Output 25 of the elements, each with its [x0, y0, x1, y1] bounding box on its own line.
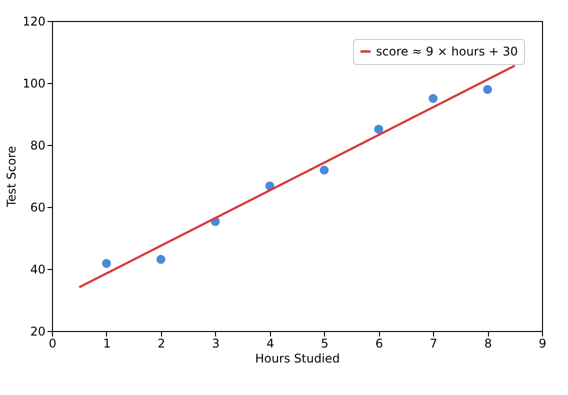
point	[102, 258, 111, 268]
point	[374, 124, 384, 134]
x-tick-label: 0	[48, 336, 56, 350]
y-tick-label: 40	[30, 262, 46, 276]
x-tick-label: 1	[103, 336, 111, 350]
point	[428, 94, 438, 103]
x-tick-label: 3	[212, 336, 220, 350]
point	[483, 85, 492, 94]
y-axis-title: Test Score	[4, 146, 19, 208]
x-tick-label: 2	[158, 336, 166, 350]
legend-label: score ≈ 9 × hours + 30	[376, 44, 518, 58]
point	[320, 166, 329, 175]
y-tick-label: 120	[22, 14, 46, 28]
x-axis-title: Hours Studied	[255, 352, 340, 366]
y-tick-label: 20	[30, 324, 46, 338]
x-tick-label: 6	[375, 336, 383, 350]
x-tick-label: 4	[266, 336, 274, 350]
y-tick-label: 80	[30, 138, 46, 152]
y-tick-label: 100	[22, 76, 46, 90]
x-tick-label: 8	[484, 336, 492, 350]
point	[156, 254, 166, 264]
x-tick-label: 5	[320, 336, 329, 350]
x-tick-label: 9	[538, 336, 546, 350]
y-tick-label: 60	[30, 200, 46, 214]
x-tick-label: 7	[430, 336, 438, 350]
